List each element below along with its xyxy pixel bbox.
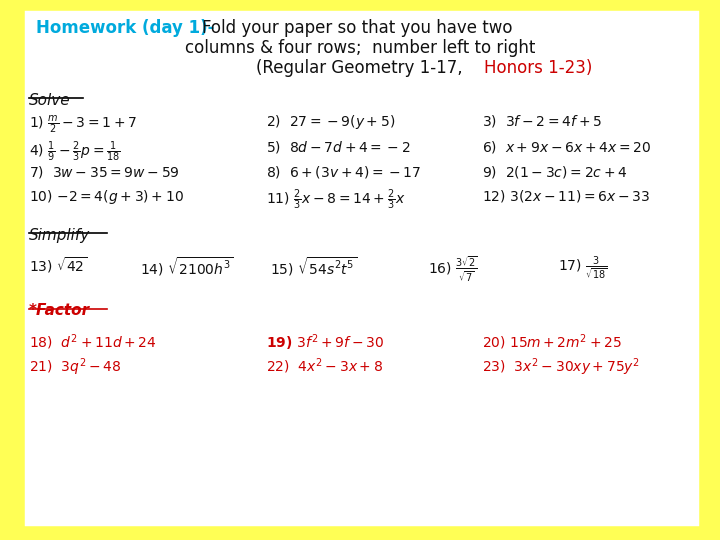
Text: 16) $\frac{3\sqrt{2}}{\sqrt{7}}$: 16) $\frac{3\sqrt{2}}{\sqrt{7}}$ <box>428 255 478 285</box>
Text: columns & four rows;  number left to right: columns & four rows; number left to righ… <box>185 39 535 57</box>
Text: 20) $15m+2m^2+25$: 20) $15m+2m^2+25$ <box>482 332 622 352</box>
Text: Solve: Solve <box>29 93 71 108</box>
Text: 22)  $4x^2-3x+8$: 22) $4x^2-3x+8$ <box>266 356 384 376</box>
Text: 13) $\sqrt{42}$: 13) $\sqrt{42}$ <box>29 255 87 275</box>
Text: 11) $\frac{2}{3}x-8=14+\frac{2}{3}x$: 11) $\frac{2}{3}x-8=14+\frac{2}{3}x$ <box>266 188 406 212</box>
Text: 18)  $d^2+11d+24$: 18) $d^2+11d+24$ <box>29 332 156 352</box>
Text: 14) $\sqrt{2100h^3}$: 14) $\sqrt{2100h^3}$ <box>140 255 234 278</box>
Text: 10) $-2=4(g+3)+10$: 10) $-2=4(g+3)+10$ <box>29 188 184 206</box>
Text: 7)  $3w-35=9w-59$: 7) $3w-35=9w-59$ <box>29 164 179 180</box>
Text: *Factor: *Factor <box>29 303 90 319</box>
Text: (Regular Geometry 1-17,: (Regular Geometry 1-17, <box>256 59 467 77</box>
Text: 21)  $3q^2-48$: 21) $3q^2-48$ <box>29 356 122 378</box>
Text: Fold your paper so that you have two: Fold your paper so that you have two <box>202 19 512 37</box>
Text: 8)  $6+(3v+4)=-17$: 8) $6+(3v+4)=-17$ <box>266 164 422 180</box>
Text: 12) $3(2x-11)=6x-33$: 12) $3(2x-11)=6x-33$ <box>482 188 651 204</box>
Text: 3)  $3f-2=4f+5$: 3) $3f-2=4f+5$ <box>482 113 603 130</box>
Text: 4) $\frac{1}{9}-\frac{2}{3}p=\frac{1}{18}$: 4) $\frac{1}{9}-\frac{2}{3}p=\frac{1}{18… <box>29 139 120 164</box>
Text: 1) $\frac{m}{2}-3=1+7$: 1) $\frac{m}{2}-3=1+7$ <box>29 113 137 135</box>
Text: 6)  $x+9x-6x+4x=20$: 6) $x+9x-6x+4x=20$ <box>482 139 652 156</box>
Text: 17) $\frac{3}{\sqrt{18}}$: 17) $\frac{3}{\sqrt{18}}$ <box>558 255 608 283</box>
Text: 5)  $8d-7d+4=-2$: 5) $8d-7d+4=-2$ <box>266 139 411 156</box>
Text: 19) $3f^2+9f-30$: 19) $3f^2+9f-30$ <box>266 332 384 353</box>
Text: 15) $\sqrt{54s^2t^5}$: 15) $\sqrt{54s^2t^5}$ <box>270 255 357 278</box>
Text: Simplify: Simplify <box>29 228 90 243</box>
Text: 2)  $27=-9(y+5)$: 2) $27=-9(y+5)$ <box>266 113 396 131</box>
Text: Homework (day 1)-: Homework (day 1)- <box>36 19 215 37</box>
Text: 9)  $2(1-3c)=2c+4$: 9) $2(1-3c)=2c+4$ <box>482 164 628 180</box>
Text: Honors 1-23): Honors 1-23) <box>484 59 593 77</box>
Text: 23)  $3x^2-30xy+75y^2$: 23) $3x^2-30xy+75y^2$ <box>482 356 641 378</box>
